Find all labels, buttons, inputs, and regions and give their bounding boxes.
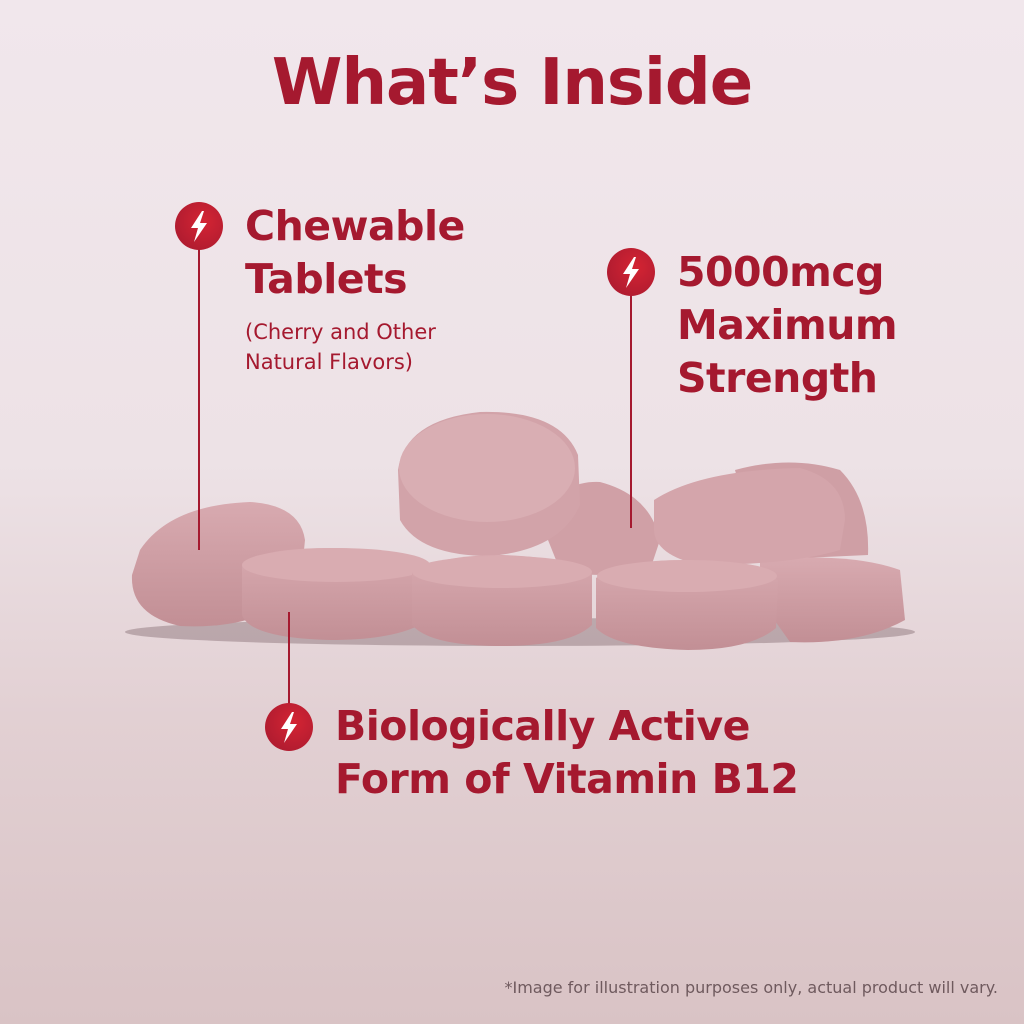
callout-line (288, 612, 290, 712)
tablet (760, 557, 905, 643)
heading-line: Strength (677, 354, 878, 402)
heading-line: 5000mcg (677, 248, 885, 296)
tablet (596, 560, 778, 650)
subtext-line: Natural Flavors) (245, 350, 413, 374)
callout-heading: Chewable Tablets (245, 200, 465, 306)
callout-subtext: (Cherry and Other Natural Flavors) (245, 317, 436, 377)
callout-heading: Biologically Active Form of Vitamin B12 (335, 700, 799, 806)
heading-line: Chewable (245, 202, 465, 250)
lightning-bolt-icon (265, 703, 313, 751)
lightning-bolt-icon (175, 202, 223, 250)
callout-line (630, 290, 632, 528)
subtext-line: (Cherry and Other (245, 320, 436, 344)
tablet (412, 555, 592, 646)
page-title: What’s Inside (271, 46, 753, 120)
tablet (242, 548, 430, 640)
tablet (398, 411, 580, 556)
heading-line: Form of Vitamin B12 (335, 755, 799, 803)
callout-heading: 5000mcg Maximum Strength (677, 246, 898, 405)
lightning-bolt-icon (607, 248, 655, 296)
callout-line (198, 240, 200, 550)
disclaimer: *Image for illustration purposes only, a… (504, 978, 998, 997)
heading-line: Maximum (677, 301, 898, 349)
heading-line: Tablets (245, 255, 408, 303)
tablet (654, 468, 845, 565)
heading-line: Biologically Active (335, 702, 750, 750)
